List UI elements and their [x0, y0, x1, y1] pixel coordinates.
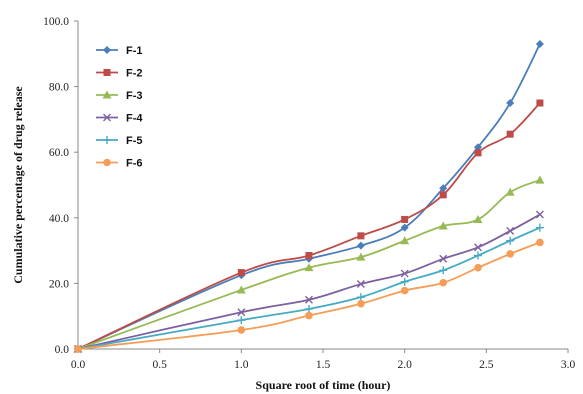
y-tick-label: 80.0 — [49, 82, 69, 94]
legend-marker — [102, 90, 112, 99]
legend-item: F-5 — [96, 135, 143, 147]
data-point — [474, 263, 482, 272]
series-line — [77, 226, 541, 350]
data-point — [506, 250, 514, 258]
legend-item: F-2 — [96, 68, 143, 80]
data-point — [74, 345, 82, 353]
y-tick-label: 100.0 — [43, 16, 69, 28]
data-point — [236, 285, 246, 294]
x-tick-label: 1.5 — [316, 359, 331, 371]
data-point — [535, 175, 545, 184]
data-point — [439, 266, 448, 275]
x-tick-label: 1.0 — [234, 359, 249, 371]
data-point — [237, 316, 246, 325]
data-point — [439, 184, 448, 193]
data-point — [535, 223, 544, 232]
data-point — [505, 187, 515, 196]
x-tick-label: 0.5 — [152, 359, 167, 371]
ticks: 0.0 0.5 1.0 1.5 2.0 2.5 3.0 0.0 20.0 40.0 60.0 80.0… — [43, 16, 575, 371]
data-point — [439, 254, 448, 263]
y-axis-title: Cumulative percentage of drug release — [11, 86, 25, 284]
data-point — [400, 236, 410, 245]
data-point — [356, 293, 365, 302]
legend-label: F-1 — [126, 45, 143, 57]
y-tick-label: 0.0 — [55, 344, 70, 356]
series-f-2 — [74, 99, 544, 353]
y-tick-label: 20.0 — [49, 278, 69, 290]
data-point — [400, 277, 409, 286]
x-tick-label: 3.0 — [561, 359, 576, 371]
data-point — [357, 299, 365, 308]
data-point — [304, 304, 313, 313]
legend-item: F-6 — [96, 158, 143, 170]
legend-label: F-2 — [126, 68, 143, 80]
x-tick-label: 2.5 — [479, 359, 494, 371]
data-point — [439, 191, 447, 199]
legend: F-1 F-2 F-3 F-4 F-5 F-6 — [96, 45, 143, 170]
data-point — [304, 263, 314, 272]
legend-label: F-6 — [126, 158, 143, 170]
data-point — [400, 286, 409, 295]
data-point — [356, 252, 366, 261]
data-point — [237, 326, 246, 334]
data-point — [535, 210, 544, 219]
data-point — [305, 252, 313, 260]
data-point — [357, 232, 365, 240]
data-point — [237, 308, 246, 317]
legend-label: F-5 — [126, 135, 143, 147]
data-point — [535, 39, 544, 48]
data-point — [400, 269, 409, 278]
data-point — [304, 295, 313, 304]
data-point — [474, 143, 483, 152]
legend-marker — [103, 113, 111, 122]
data-point — [356, 241, 365, 250]
data-point — [401, 215, 409, 223]
series-line — [77, 102, 541, 350]
x-axis-title: Square root of time (hour) — [256, 378, 391, 392]
y-tick-label: 40.0 — [49, 213, 69, 225]
data-point — [536, 99, 544, 107]
data-point — [506, 236, 515, 245]
legend-marker — [103, 158, 111, 167]
data-point — [400, 223, 409, 232]
data-point — [237, 269, 245, 277]
series-line — [77, 179, 541, 350]
data-point — [305, 311, 313, 320]
data-point — [506, 99, 515, 107]
axes — [77, 21, 568, 350]
data-point — [474, 243, 482, 252]
data-point — [506, 130, 514, 138]
legend-marker — [103, 136, 111, 144]
data-point — [506, 226, 515, 235]
legend-marker — [103, 69, 111, 76]
data-point — [438, 221, 448, 230]
legend-item: F-4 — [96, 113, 143, 125]
legend-item: F-3 — [96, 90, 143, 102]
x-tick-label: 0.0 — [71, 359, 86, 371]
series-f-3 — [73, 175, 545, 353]
series-line — [77, 43, 541, 350]
data-point — [474, 149, 482, 157]
data-point — [474, 251, 483, 260]
series-f-6 — [74, 238, 544, 353]
legend-item: F-1 — [96, 45, 143, 57]
data-point — [439, 278, 448, 287]
y-tick-label: 60.0 — [49, 147, 69, 159]
data-point — [536, 238, 544, 247]
series-f-4 — [74, 210, 544, 353]
legend-label: F-3 — [126, 90, 143, 102]
series-layer — [73, 39, 545, 353]
data-point — [473, 214, 483, 223]
series-line — [77, 213, 541, 350]
data-point — [356, 280, 365, 289]
x-tick-label: 2.0 — [397, 359, 412, 371]
legend-marker — [103, 46, 111, 54]
legend-label: F-4 — [126, 113, 143, 125]
